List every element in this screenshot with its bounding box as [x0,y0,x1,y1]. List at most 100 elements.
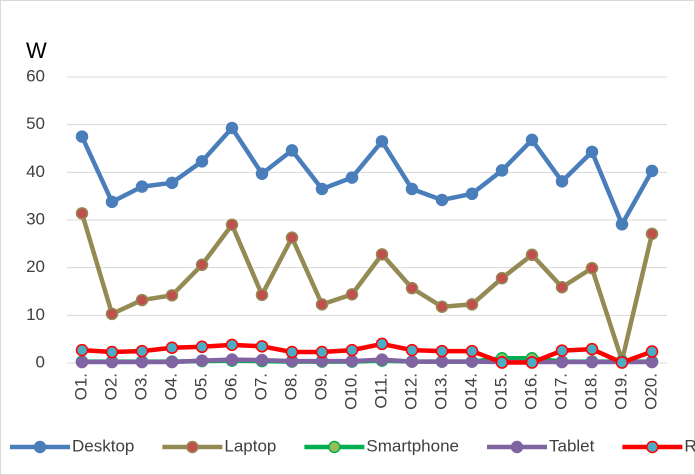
data-point [285,231,299,244]
data-point [555,344,569,357]
series-line [79,212,655,363]
legend-label: RPi [684,436,695,455]
x-tick-label: O20. [641,373,660,410]
y-tick-label: 50 [26,114,45,133]
data-point [75,343,89,357]
data-point [645,355,659,369]
x-tick-label: O17. [551,373,570,410]
data-point [435,300,449,314]
x-tick-label: O19. [611,373,630,410]
data-point [225,121,239,135]
data-point [105,307,119,321]
data-point [345,171,359,184]
data-point [525,356,539,369]
y-tick-label: 20 [26,257,45,276]
data-point [375,135,389,148]
x-tick-label: O10. [341,373,360,410]
y-axis-label: W [26,38,47,63]
legend-marker [33,440,47,454]
data-point [195,340,209,354]
x-tick-label: O3. [131,373,150,400]
data-point [345,354,359,368]
data-point [405,182,419,196]
data-point [225,338,239,352]
legend-marker [510,440,524,454]
y-tick-label: 10 [26,305,45,324]
data-point [435,193,449,207]
data-point [165,355,179,369]
data-point [75,355,89,369]
data-point [165,176,179,190]
data-point [495,164,509,177]
data-point [135,344,149,358]
data-point [315,345,329,359]
data-point [555,355,569,369]
x-tick-label: O14. [461,373,480,410]
data-point [135,293,149,307]
data-point [255,353,269,367]
legend-label: Tablet [549,436,595,455]
data-point [615,356,629,369]
data-point [435,355,449,368]
data-point [555,280,569,294]
data-point [435,344,449,358]
data-point [75,207,89,220]
x-tick-label: O2. [101,373,120,400]
data-point [405,281,419,295]
data-point [315,182,329,196]
data-point [525,133,539,147]
data-point [285,345,299,359]
x-tick-label: O8. [281,373,300,400]
data-point [375,337,389,351]
data-point [75,130,89,143]
x-tick-label: O16. [521,373,540,410]
x-tick-label: O15. [491,373,510,410]
y-tick-label: 40 [26,162,45,181]
x-tick-label: O11. [371,373,390,409]
data-point [645,227,659,241]
data-point [285,144,299,157]
data-point [165,341,179,354]
data-point [465,355,479,368]
data-point [405,355,419,368]
data-point [255,288,269,302]
data-point [345,288,359,301]
data-point [255,340,269,353]
data-point [375,353,389,366]
legend-label: Desktop [72,436,134,455]
data-point [315,298,329,311]
x-tick-label: O5. [191,373,210,400]
data-point [225,353,239,366]
data-point [195,155,209,168]
data-point [225,218,239,232]
data-point [255,167,269,181]
legend-marker [328,440,341,454]
y-tick-label: 60 [26,66,45,85]
data-point [195,258,209,272]
data-point [135,180,149,193]
data-point [495,271,509,285]
data-point [645,164,659,178]
x-tick-label: O7. [251,373,270,400]
legend-label: Laptop [224,436,276,455]
data-point [525,248,539,262]
data-point [465,298,479,311]
data-point [135,355,149,369]
data-point [345,343,359,357]
legend-label: Smartphone [366,436,459,455]
data-point [645,345,659,358]
data-point [585,145,599,159]
data-point [585,261,599,275]
legend-marker [186,440,199,454]
x-tick-label: O18. [581,373,600,410]
data-point [585,355,599,369]
data-point [615,218,629,231]
legend-marker [646,440,659,454]
x-tick-label: O12. [401,373,420,410]
data-point [405,343,419,357]
data-point [555,175,569,188]
x-tick-label: O13. [431,373,450,410]
data-point [375,248,389,261]
